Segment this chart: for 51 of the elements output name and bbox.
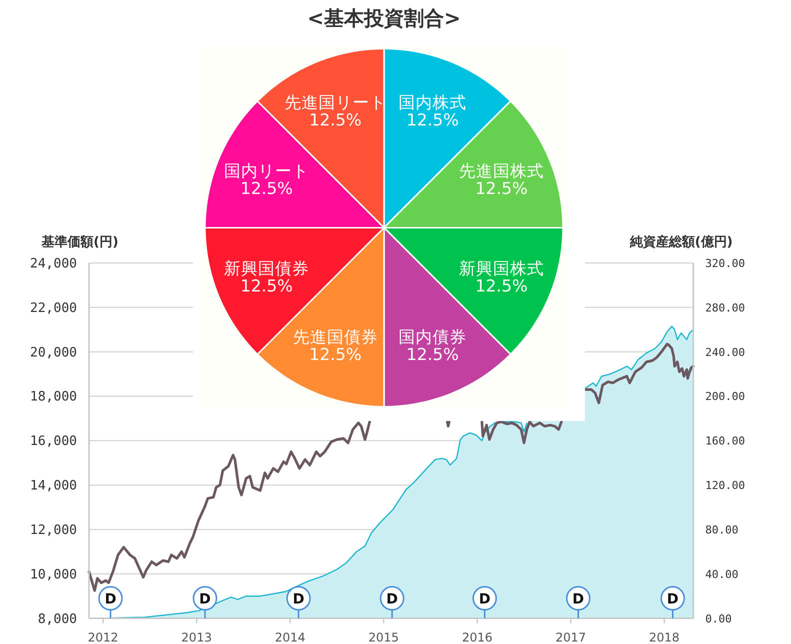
- data-label: 12.5%: [309, 345, 362, 364]
- y-tick-label: 8,000: [38, 612, 77, 627]
- x-tick-label: 2018: [649, 630, 680, 644]
- slice-label: 新興国株式: [458, 258, 544, 278]
- data-label: 12.5%: [406, 345, 459, 364]
- y2-tick-label: 80.00: [705, 523, 738, 536]
- y2-tick-label: 200.00: [705, 390, 746, 404]
- annotation: D: [104, 591, 116, 608]
- annotation: D: [292, 591, 304, 608]
- data-label: 12.5%: [240, 276, 293, 296]
- data-label: 12.5%: [406, 110, 459, 130]
- y2-tick-label: 160.00: [705, 434, 746, 448]
- y-tick-label: 12,000: [30, 522, 77, 538]
- data-label: 12.5%: [475, 276, 528, 296]
- slice-label: 先進国債券: [292, 328, 378, 347]
- y-tick-label: 10,000: [30, 567, 77, 582]
- slice-label: 国内株式: [398, 92, 467, 112]
- y2-tick-label: 120.00: [705, 479, 746, 492]
- chart-title: <基本投資割合>: [307, 6, 461, 30]
- y2-tick-label: 280.00: [705, 301, 746, 314]
- slice-label: 国内債券: [398, 328, 467, 347]
- y-tick-label: 16,000: [30, 434, 77, 450]
- slice-label: 先進国株式: [458, 162, 544, 181]
- x-tick-label: 2017: [555, 630, 586, 644]
- annotation: D: [666, 591, 679, 608]
- y-tick-label: 18,000: [30, 390, 77, 405]
- y2-tick-label: 0.00: [705, 612, 732, 626]
- data-label: 12.5%: [475, 179, 528, 198]
- annotation: D: [572, 591, 584, 608]
- y2-axis-title: 純資産総額(億円): [628, 234, 733, 250]
- y2-tick-label: 240.00: [705, 346, 746, 359]
- y-tick-label: 20,000: [30, 345, 77, 360]
- slice-label: 先進国リート: [284, 92, 386, 112]
- slice-label: 国内リート: [224, 162, 310, 181]
- x-tick-label: 2014: [274, 630, 306, 644]
- annotation: D: [199, 591, 211, 608]
- annotation: D: [478, 591, 491, 608]
- x-tick-label: 2012: [88, 630, 118, 644]
- y2-tick-label: 320.00: [705, 257, 746, 270]
- y-axis-title: 基準価額(円): [40, 234, 118, 250]
- data-label: 12.5%: [309, 110, 362, 130]
- y-tick-label: 14,000: [30, 478, 77, 494]
- annotation: D: [386, 591, 398, 608]
- x-tick-label: 2016: [462, 630, 492, 644]
- x-tick-label: 2015: [368, 630, 399, 644]
- slice-label: 新興国債券: [224, 258, 310, 278]
- y2-tick-label: 40.00: [705, 568, 738, 581]
- data-label: 12.5%: [240, 179, 293, 198]
- x-tick-label: 2013: [181, 630, 212, 644]
- y-tick-label: 22,000: [30, 300, 77, 316]
- y-tick-label: 24,000: [30, 256, 77, 272]
